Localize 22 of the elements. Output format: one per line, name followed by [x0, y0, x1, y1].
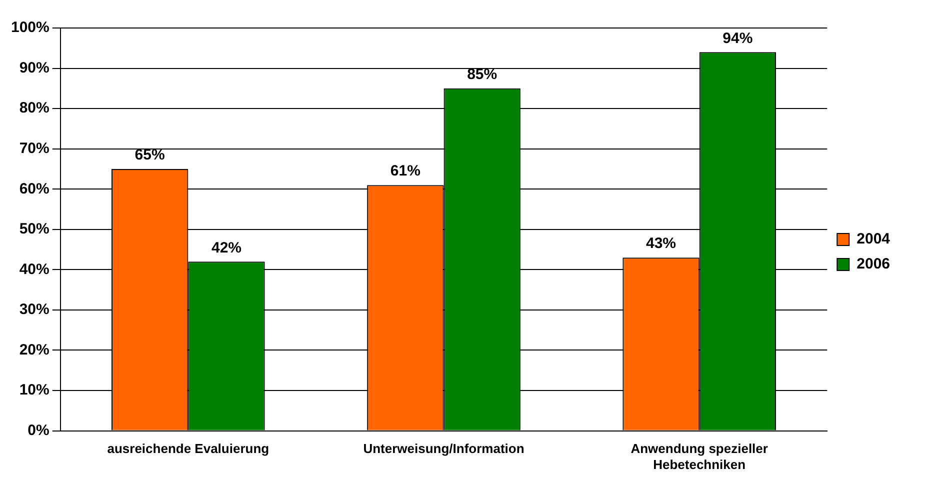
x-tick-label: ausreichende Evaluierung — [107, 441, 270, 456]
y-tick-label: 70% — [19, 140, 50, 157]
y-tick-label: 20% — [19, 341, 50, 358]
data-label: 42% — [211, 239, 242, 256]
y-tick-label: 40% — [19, 260, 50, 278]
y-tick-label: 0% — [28, 422, 50, 439]
y-tick-label: 90% — [19, 59, 50, 76]
legend-label: 2006 — [856, 256, 890, 273]
y-tick-label: 60% — [19, 180, 50, 198]
data-label: 94% — [722, 30, 753, 47]
data-label: 85% — [467, 66, 498, 84]
y-tick-label: 10% — [19, 382, 50, 399]
data-label: 65% — [134, 146, 165, 164]
y-tick-label: 50% — [19, 220, 50, 238]
x-tick-label: Unterweisung/Information — [363, 441, 524, 456]
data-label: 61% — [390, 162, 420, 180]
legend-label: 2004 — [856, 230, 891, 248]
y-tick-label: 100% — [10, 19, 50, 36]
y-tick-label: 80% — [19, 100, 50, 117]
data-label: 43% — [646, 235, 676, 252]
x-tick-label: Anwendung spezieller Hebetechniken — [630, 441, 768, 472]
y-tick-label: 30% — [19, 301, 50, 318]
